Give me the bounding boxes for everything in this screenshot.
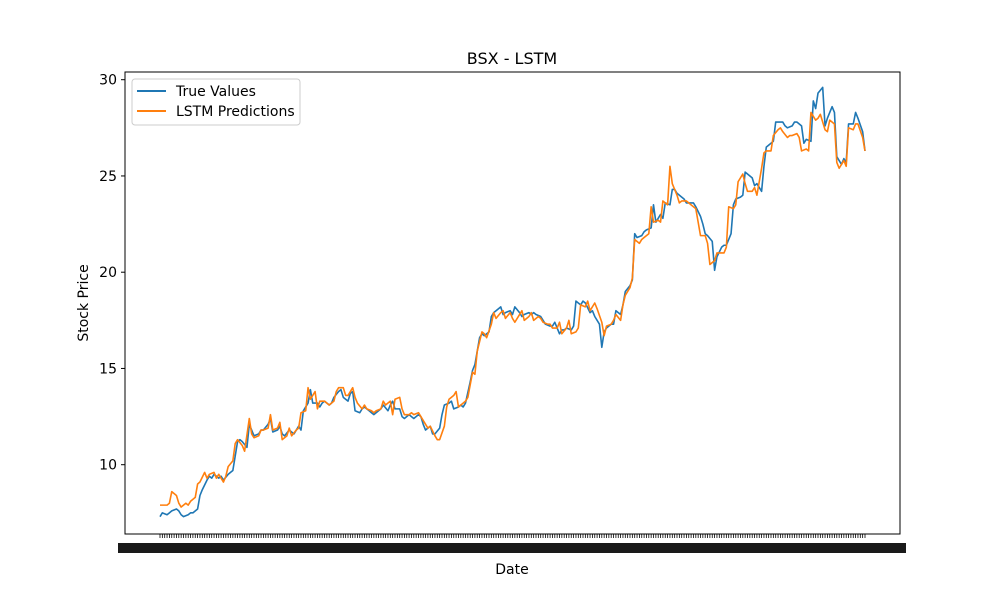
x-tick-labels-overlapping xyxy=(118,543,906,553)
y-tick-label: 20 xyxy=(99,265,117,281)
y-tick-label: 15 xyxy=(99,361,117,377)
legend: True Values LSTM Predictions xyxy=(131,78,301,126)
y-axis-label: Stock Price xyxy=(76,264,92,341)
series-line-true-values xyxy=(159,86,866,518)
x-axis-label: Date xyxy=(495,562,528,578)
y-tick-label: 10 xyxy=(99,458,117,474)
legend-box xyxy=(131,78,301,126)
series-line-lstm-predictions xyxy=(160,111,866,508)
legend-label-lstm-predictions: LSTM Predictions xyxy=(176,104,295,120)
series-lines xyxy=(159,86,866,518)
plot-frame xyxy=(124,71,901,535)
y-ticks: 10 15 20 25 30 xyxy=(99,73,125,474)
chart-title: BSX - LSTM xyxy=(467,49,557,68)
y-tick-label: 25 xyxy=(99,169,117,185)
x-ticks xyxy=(118,534,906,553)
legend-label-true-values: True Values xyxy=(175,84,256,100)
y-tick-label: 30 xyxy=(99,73,117,89)
